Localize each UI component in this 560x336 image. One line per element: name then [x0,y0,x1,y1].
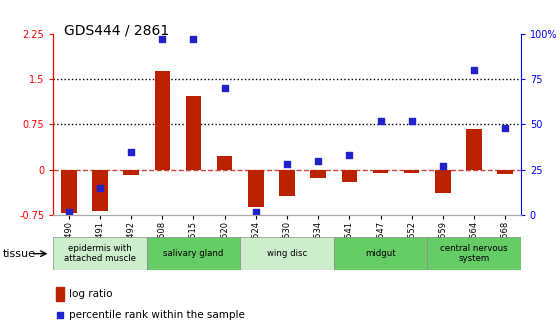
Point [407,118,416,123]
Bar [61,170,77,213]
Bar [186,96,201,170]
Bar [373,170,388,173]
FancyBboxPatch shape [334,237,427,270]
Bar [155,71,170,170]
Point [501,125,510,131]
Bar [248,170,264,207]
Text: tissue: tissue [3,249,36,259]
Point [189,36,198,42]
Point [64,210,73,215]
Bar [279,170,295,196]
Text: epidermis with
attached muscle: epidermis with attached muscle [64,244,136,263]
Text: midgut: midgut [365,249,396,258]
Point [95,185,105,191]
Bar [466,129,482,170]
Point [438,163,447,169]
Text: log ratio: log ratio [69,289,112,299]
Point [470,67,479,73]
Point [158,36,167,42]
Point [345,153,354,158]
FancyBboxPatch shape [147,237,240,270]
FancyBboxPatch shape [427,237,521,270]
FancyBboxPatch shape [53,237,147,270]
Point [127,149,136,154]
Point [56,312,65,318]
Text: GDS444 / 2861: GDS444 / 2861 [64,24,170,38]
Text: percentile rank within the sample: percentile rank within the sample [69,310,245,320]
Bar [497,170,513,174]
Bar [342,170,357,182]
Bar [92,170,108,211]
Point [314,158,323,163]
Bar [217,156,232,170]
Text: salivary gland: salivary gland [164,249,223,258]
Bar [123,170,139,174]
Bar [404,170,419,173]
Point [220,85,229,91]
Point [376,118,385,123]
Point [251,210,260,215]
FancyBboxPatch shape [240,237,334,270]
Point [283,162,292,167]
Bar [56,288,64,301]
Text: wing disc: wing disc [267,249,307,258]
Bar [310,170,326,177]
Bar [435,170,451,193]
Text: central nervous
system: central nervous system [440,244,508,263]
